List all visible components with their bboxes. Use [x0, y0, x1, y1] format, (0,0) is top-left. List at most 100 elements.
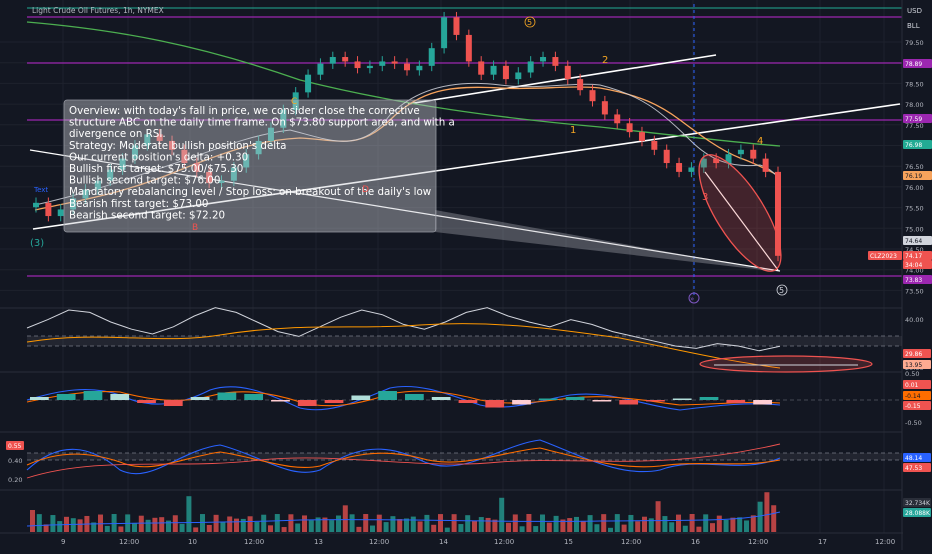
- replay-marker-glyph: »: [690, 295, 694, 303]
- volume-tag-bg: [903, 498, 931, 507]
- price-tick-label: 74.50: [905, 246, 924, 254]
- volume-bar: [329, 520, 335, 532]
- ma-orange: [34, 86, 781, 211]
- volume-bar: [363, 514, 369, 532]
- annotation-line: Bearish second target: $72.20: [69, 209, 225, 221]
- candle-body: [502, 65, 509, 80]
- candle-body: [305, 74, 312, 93]
- stoch-slow-line: [26, 443, 781, 479]
- candle-body: [441, 17, 448, 49]
- time-tick-label: 17: [818, 538, 827, 546]
- time-tick-label: 12:00: [621, 538, 641, 546]
- wave-label-d: D: [362, 185, 369, 195]
- candle-body: [218, 180, 225, 183]
- time-tick-label: 10: [188, 538, 197, 546]
- volume-tag: 28.088K: [905, 510, 931, 517]
- candle-body: [169, 140, 176, 150]
- time-tick-label: 12:00: [748, 538, 768, 546]
- currency-label[interactable]: USD: [907, 7, 922, 15]
- volume-bar: [315, 517, 321, 532]
- ma-green-slow: [26, 21, 781, 147]
- wave-label-2: 2: [602, 55, 608, 66]
- price-tag-label: 34:04: [905, 262, 922, 269]
- macd-histogram-bar: [405, 394, 424, 400]
- annotation-callout[interactable]: Overview: with today's fall in price, we…: [63, 99, 780, 272]
- macd-histogram-bar: [485, 400, 505, 408]
- unit-label[interactable]: BLL: [907, 22, 920, 30]
- stoch-d-line: [26, 447, 781, 469]
- candle-body: [33, 202, 39, 208]
- stoch-tag: 47.53: [905, 465, 922, 472]
- price-candles: [33, 11, 781, 262]
- candle-body: [577, 79, 584, 91]
- candle-body: [478, 61, 485, 75]
- volume-bar: [70, 518, 76, 532]
- macd-histogram-bar: [646, 400, 665, 402]
- price-tick-label: 76.50: [905, 163, 924, 171]
- time-axis[interactable]: 9 12:00 10 12:00 13 12:00 14 12:00 15 12:00 16 12:0…: [61, 538, 895, 546]
- volume-tag-bg: [903, 508, 931, 517]
- annotation-text: Overview: with today's fall in price, we…: [69, 105, 455, 221]
- channel-lower-line: [32, 103, 901, 230]
- annotation-line: Mandatory rebalancing level / Stop loss:…: [69, 186, 431, 198]
- candle-body: [465, 34, 472, 62]
- candle-body: [206, 171, 213, 183]
- price-tag: [868, 251, 902, 260]
- volume-bar: [567, 518, 573, 532]
- volume-bar: [138, 515, 144, 532]
- candle-body: [589, 90, 596, 102]
- macd-histogram-bar: [753, 400, 772, 405]
- volume-bar: [404, 518, 409, 532]
- volume-bar: [730, 517, 736, 532]
- macd-histogram-bar: [565, 397, 585, 400]
- price-tick-label: 74.00: [905, 267, 924, 275]
- indicator-axes[interactable]: 40.0020.0029.8613.950.50-0.500.01-0.14-0…: [6, 316, 931, 517]
- candle-body: [725, 154, 732, 164]
- macd-histogram-bar: [83, 391, 103, 400]
- stochastic-pane: [26, 439, 902, 479]
- volume-bar: [77, 519, 83, 532]
- volume-bar: [764, 492, 770, 532]
- rsi-tag: 29.86: [905, 351, 922, 358]
- candle-body: [651, 140, 658, 150]
- volume-bar: [234, 518, 239, 532]
- candle-body: [131, 145, 138, 159]
- macd-histogram-bar: [30, 397, 49, 400]
- macd-histogram-bar: [163, 400, 183, 406]
- candle-body: [564, 65, 571, 80]
- volume-bar: [159, 517, 165, 532]
- volume-bar: [506, 522, 511, 532]
- volume-bar: [737, 517, 743, 532]
- macd-histogram-bar: [512, 400, 531, 405]
- volume-bar: [458, 524, 464, 532]
- candle-body: [552, 57, 559, 66]
- rsi-tag-bg: [903, 360, 931, 369]
- price-tag-label: 73.83: [905, 277, 922, 284]
- wave-label-c: C: [291, 97, 297, 107]
- macd-histogram-bar: [297, 400, 317, 406]
- macd-histogram-bar: [699, 397, 719, 400]
- candle-body: [638, 132, 645, 141]
- volume-bar: [648, 518, 654, 532]
- price-axis[interactable]: 79.5079.0078.5078.0077.5077.0076.5076.00…: [868, 39, 932, 295]
- volume-bar: [166, 520, 171, 532]
- macd-tag-bg: [903, 391, 931, 400]
- price-tag: [903, 140, 932, 149]
- volume-bar: [689, 514, 695, 532]
- price-tag: [903, 114, 932, 123]
- macd-tag: -0.15: [905, 403, 921, 410]
- wave-label-3-paren: (3): [30, 238, 44, 249]
- price-tag-label: 76.98: [905, 142, 922, 149]
- volume-bar: [614, 514, 620, 532]
- annotation-line: Our current position's delta: +0.30: [69, 151, 248, 163]
- stoch-tick-label: 0.20: [8, 476, 22, 484]
- candle-body: [540, 57, 547, 62]
- volume-bar: [206, 524, 212, 532]
- candle-body: [453, 17, 460, 35]
- volume-bar: [383, 522, 389, 532]
- candle-body: [292, 92, 299, 111]
- volume-bar: [220, 521, 226, 532]
